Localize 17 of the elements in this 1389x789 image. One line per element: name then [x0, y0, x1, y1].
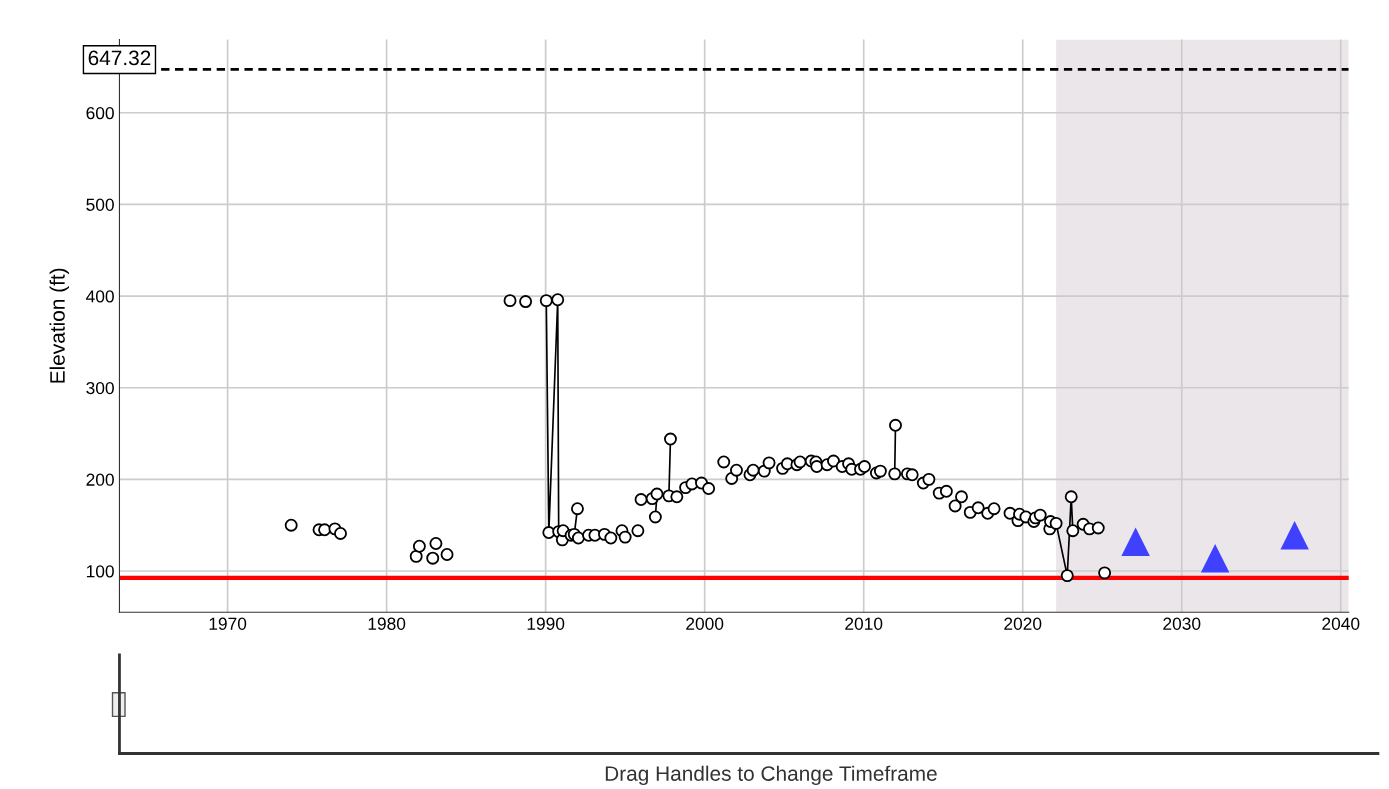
x-tick-label: 2010	[845, 617, 883, 630]
y-axis-title: Elevation (ft)	[49, 268, 69, 383]
y-tick-label: 100	[86, 565, 114, 578]
x-tick-label: 1970	[209, 617, 247, 630]
x-tick-label: 1990	[527, 617, 565, 630]
x-tick-label: 1980	[368, 617, 406, 630]
y-tick-label: 500	[86, 198, 114, 211]
text: Drag Handles to Change Timeframe	[605, 765, 937, 786]
x-tick-label: 2000	[686, 617, 724, 630]
y-tick-label: 300	[86, 381, 114, 395]
y-tick-label: 600	[86, 106, 114, 120]
ref-line-label: 647.32	[88, 50, 151, 66]
x-tick-label: 2020	[1004, 617, 1042, 630]
x-tick-label: 2030	[1163, 617, 1201, 630]
y-tick-label: 400	[86, 290, 114, 303]
y-tick-label: 200	[86, 473, 114, 486]
x-tick-label: 2040	[1322, 617, 1360, 630]
